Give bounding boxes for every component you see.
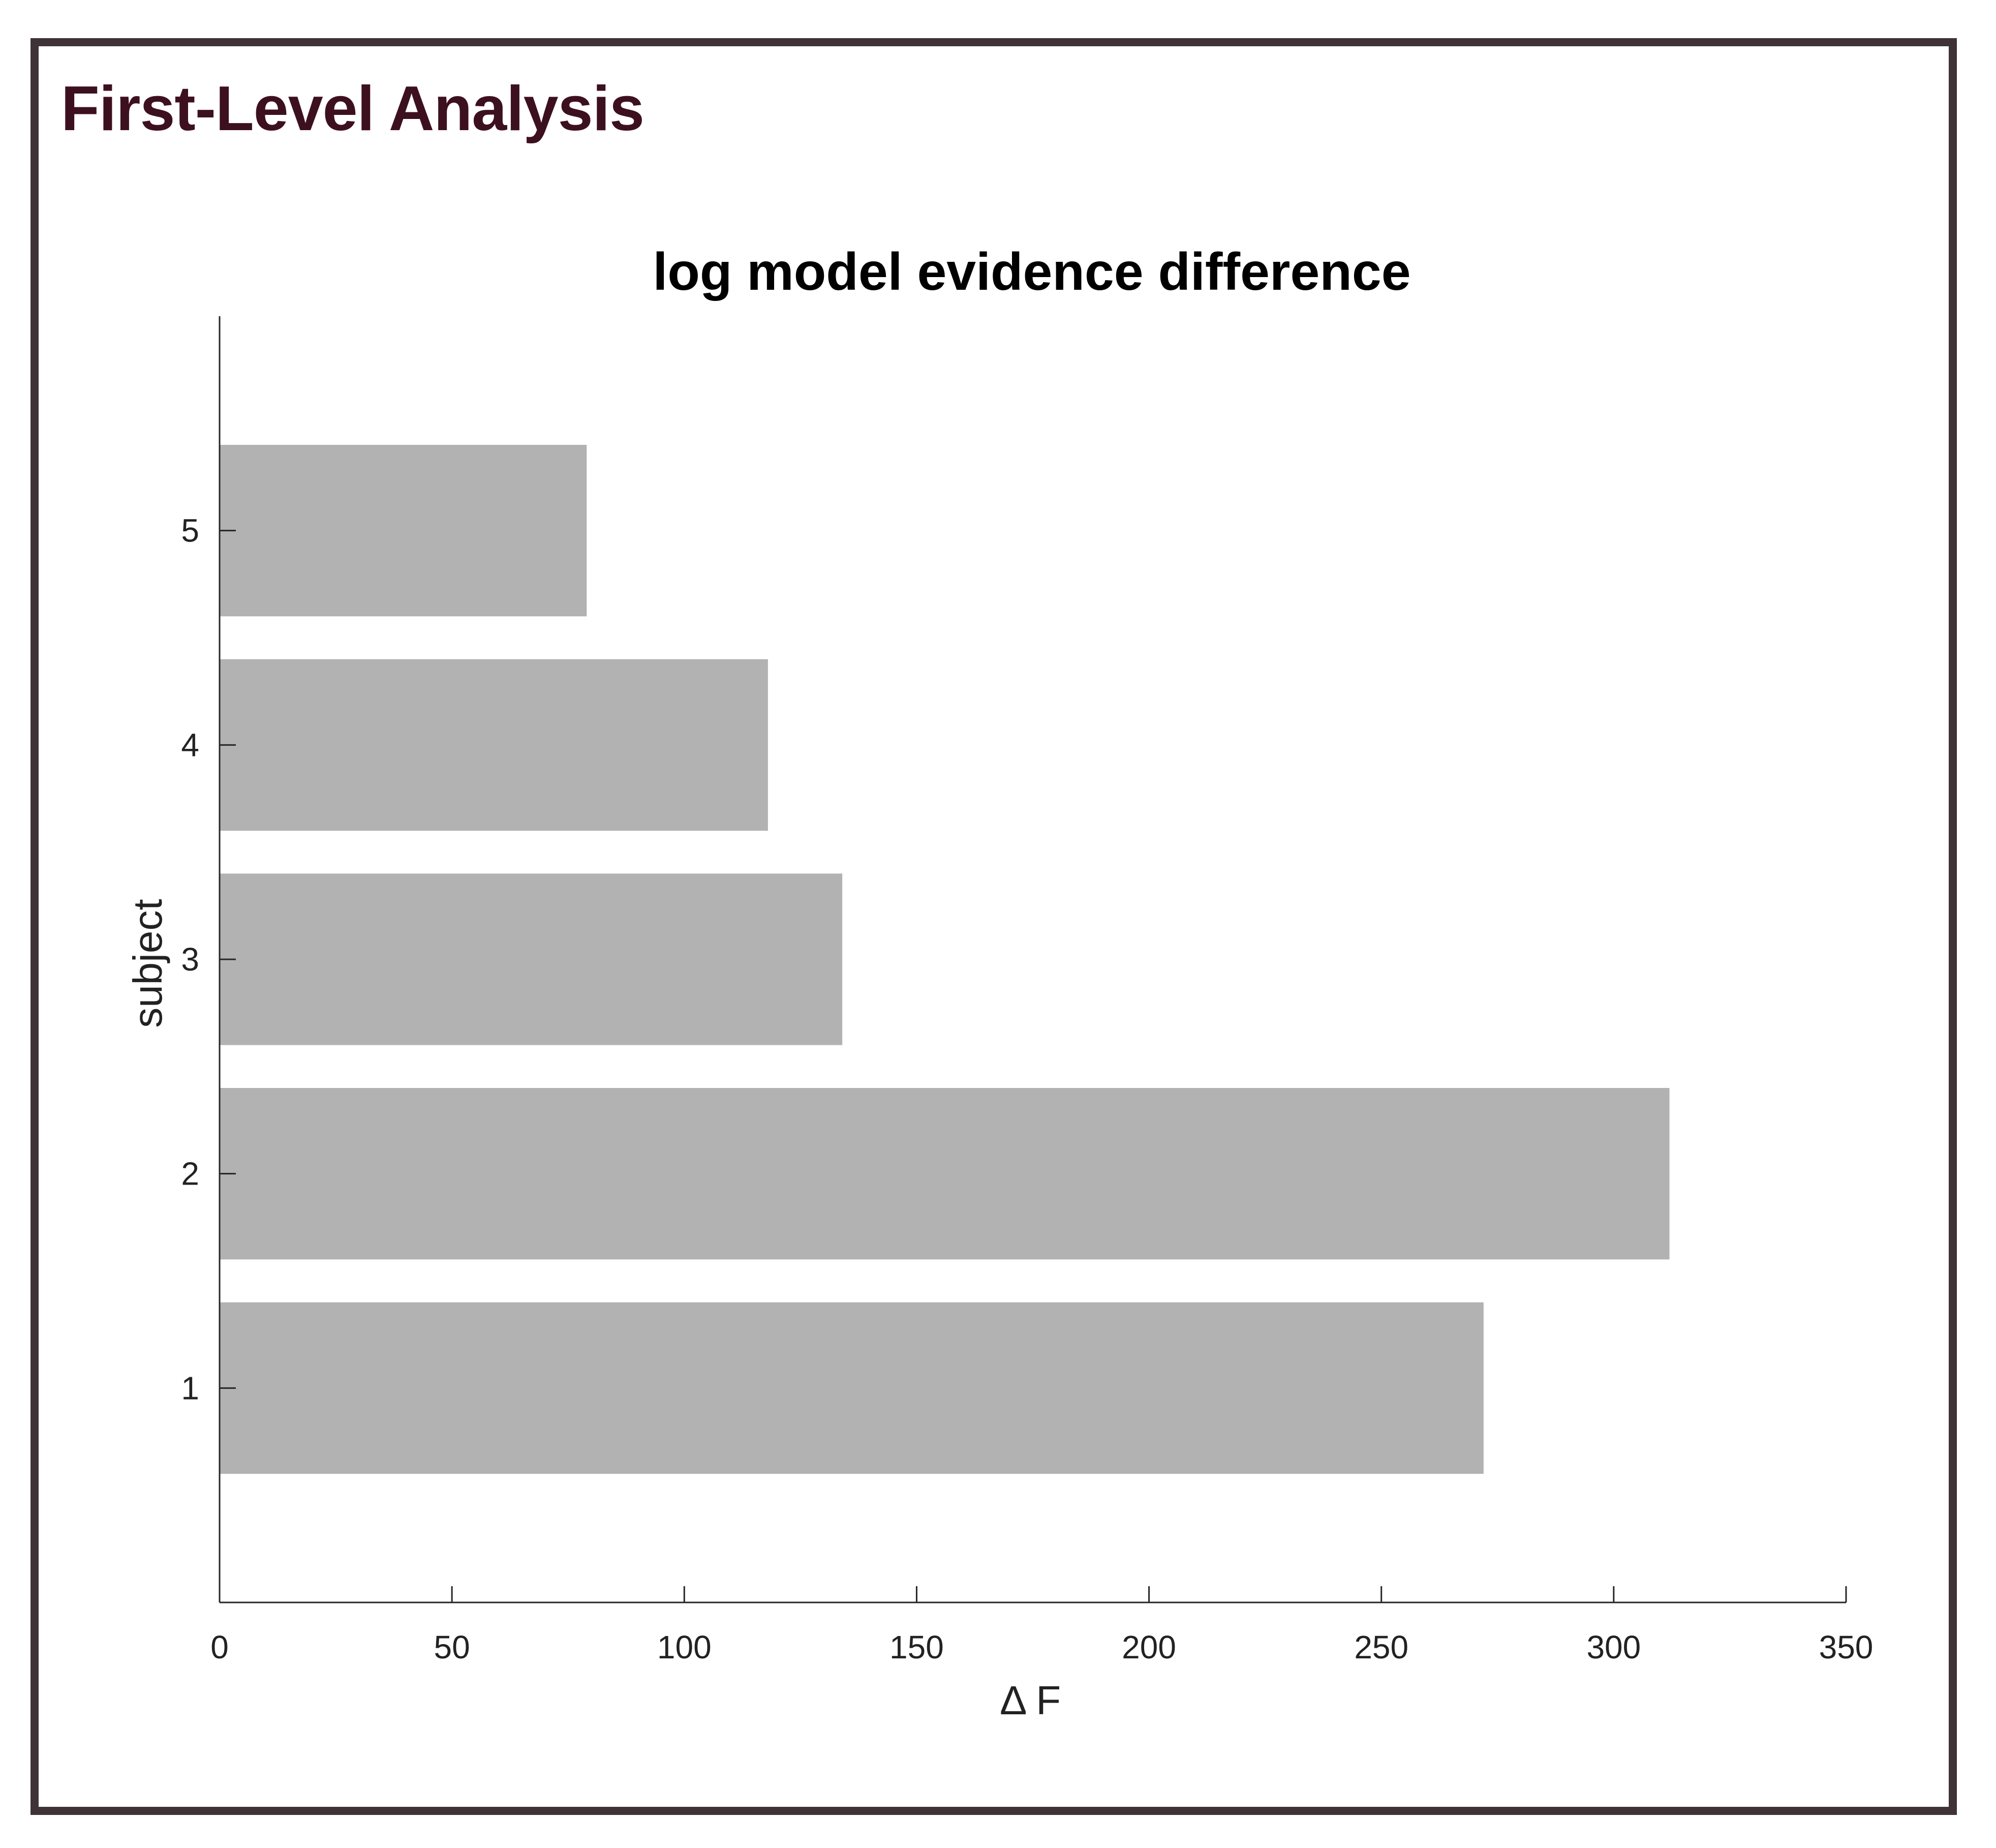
y-axis-label: subject xyxy=(125,899,170,1027)
bars-group xyxy=(220,445,1670,1474)
chart-title: log model evidence difference xyxy=(653,243,1410,301)
bar-subject-1 xyxy=(220,1302,1484,1474)
y-tick-label-2: 2 xyxy=(181,1156,199,1192)
x-axis-label: Δ F xyxy=(1000,1678,1061,1723)
bar-subject-3 xyxy=(220,873,843,1045)
bar-subject-4 xyxy=(220,659,768,831)
x-tick-label-0: 0 xyxy=(210,1629,229,1665)
x-tick-label-150: 150 xyxy=(889,1629,944,1665)
x-tick-label-200: 200 xyxy=(1122,1629,1176,1665)
slide-title: First-Level Analysis xyxy=(61,74,644,144)
x-tick-label-50: 50 xyxy=(434,1629,470,1665)
x-tick-label-250: 250 xyxy=(1354,1629,1408,1665)
bar-subject-5 xyxy=(220,445,587,617)
x-tick-label-100: 100 xyxy=(657,1629,712,1665)
x-tick-label-300: 300 xyxy=(1586,1629,1641,1665)
bar-subject-2 xyxy=(220,1088,1670,1260)
y-tick-label-4: 4 xyxy=(181,726,199,763)
x-tick-label-350: 350 xyxy=(1819,1629,1874,1665)
y-tick-label-3: 3 xyxy=(181,941,199,978)
y-tick-label-5: 5 xyxy=(181,512,199,549)
axes-group: 0 50 100 150 200 250 300 350 1 2 3 4 5 xyxy=(181,316,1873,1665)
y-tick-label-1: 1 xyxy=(181,1370,199,1406)
